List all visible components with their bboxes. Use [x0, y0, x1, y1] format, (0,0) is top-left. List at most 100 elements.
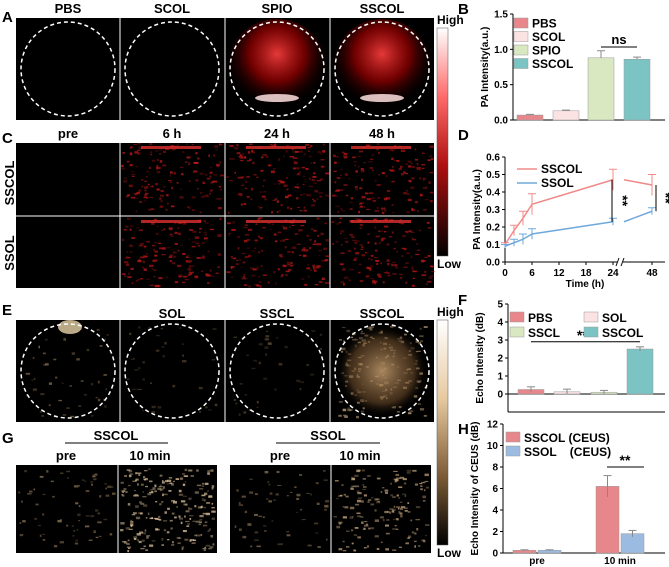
speckle	[324, 259, 329, 262]
speckle	[339, 339, 342, 341]
speckle	[385, 197, 391, 200]
speckle	[195, 152, 198, 155]
series-line	[504, 179, 614, 245]
speckle	[289, 225, 291, 229]
speckle	[153, 517, 158, 520]
speckle	[325, 500, 330, 503]
speckle	[124, 275, 127, 278]
speckle	[239, 528, 242, 531]
speckle	[429, 255, 432, 257]
speckle	[411, 177, 415, 180]
speckle	[419, 327, 422, 330]
speckle	[21, 500, 23, 503]
speckle	[254, 247, 257, 249]
speckle	[316, 243, 322, 246]
speckle	[316, 217, 320, 220]
speckle	[121, 167, 125, 170]
speckle	[132, 388, 137, 390]
speckle	[369, 158, 374, 160]
speckle	[208, 409, 212, 411]
legend-label: SCOL	[532, 30, 565, 44]
speckle	[48, 382, 52, 385]
speckle	[133, 495, 136, 497]
speckle	[148, 209, 151, 211]
speckle	[237, 236, 240, 238]
speckle	[188, 271, 191, 273]
speckle	[351, 485, 355, 487]
y-axis-label: Echo Intensity (dB)	[475, 312, 486, 403]
speckle	[390, 263, 395, 267]
speckle	[167, 539, 170, 541]
speckle	[385, 271, 388, 274]
speckle	[368, 267, 372, 270]
speckle	[33, 377, 36, 381]
legend-label: SSOL	[541, 176, 574, 190]
speckle	[258, 235, 260, 238]
speckle	[340, 230, 345, 233]
speckle	[314, 189, 319, 193]
speckle	[242, 153, 245, 155]
speckle	[349, 208, 353, 210]
speckle	[324, 194, 329, 197]
speckle	[184, 279, 190, 281]
group-label-ssol: SSOL	[310, 428, 345, 443]
speckle	[209, 166, 212, 169]
speckle	[149, 480, 153, 483]
speckle	[193, 170, 198, 173]
y-tick-label: 0.0	[494, 116, 508, 127]
speckle	[282, 264, 287, 268]
speckle	[361, 500, 364, 503]
legend-swatch	[583, 311, 599, 323]
speckle	[355, 503, 360, 506]
speckle	[276, 200, 279, 203]
legend-label: PBS	[528, 311, 553, 325]
speckle	[162, 480, 164, 482]
speckle	[144, 186, 149, 189]
speckle	[52, 495, 55, 498]
speckle	[401, 255, 404, 257]
y-axis-label: PA Intensity(a.u.)	[480, 27, 491, 108]
speckle	[174, 516, 177, 519]
speckle	[368, 499, 372, 501]
speckle	[392, 528, 397, 530]
speckle	[205, 482, 209, 485]
speckle	[290, 491, 293, 493]
speckle	[392, 549, 397, 551]
speckle	[249, 491, 254, 494]
speckle	[149, 544, 154, 547]
speckle	[189, 229, 193, 231]
speckle	[186, 143, 188, 145]
speckle	[370, 167, 373, 169]
speckle	[60, 472, 64, 474]
speckle	[235, 263, 239, 266]
speckle	[374, 242, 377, 245]
speckle	[244, 256, 249, 258]
speckle	[362, 488, 367, 490]
speckle	[145, 485, 148, 488]
panel-a-images	[16, 18, 434, 120]
speckle	[272, 223, 275, 226]
y-tick-label: 2	[492, 527, 498, 538]
speckle	[427, 227, 432, 229]
speckle	[372, 279, 375, 281]
speckle	[236, 489, 239, 492]
time-label-48h: 48 h	[369, 126, 395, 141]
axis-break-mark	[620, 257, 625, 267]
speckle	[351, 220, 411, 223]
speckle	[198, 523, 202, 526]
speckle	[354, 257, 358, 260]
panel-e-label-sol: SOL	[159, 306, 186, 321]
speckle	[376, 498, 380, 501]
speckle	[429, 155, 432, 158]
speckle	[192, 230, 197, 233]
speckle	[165, 208, 168, 211]
speckle	[258, 281, 262, 284]
speckle	[399, 476, 405, 479]
speckle	[263, 377, 268, 380]
speckle	[275, 240, 278, 243]
speckle	[363, 206, 366, 208]
speckle	[157, 518, 161, 520]
speckle	[309, 238, 312, 241]
speckle	[338, 189, 344, 191]
speckle	[217, 234, 222, 237]
